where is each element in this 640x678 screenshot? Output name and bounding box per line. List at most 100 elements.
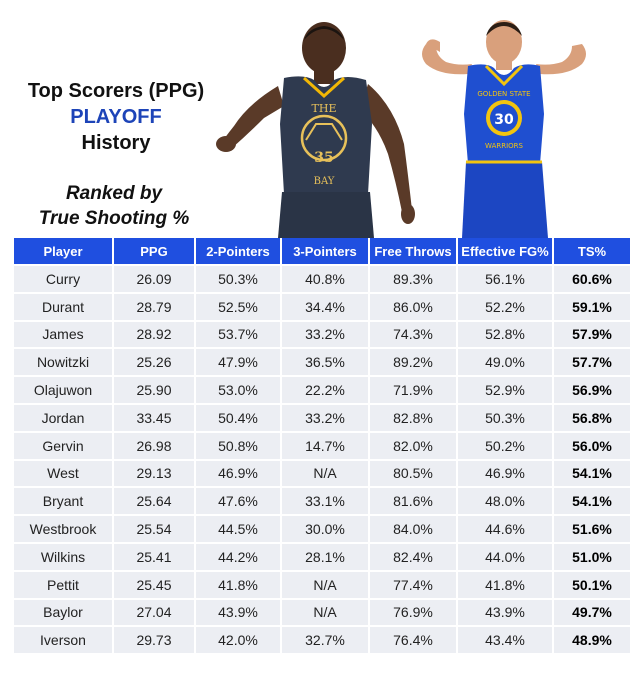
cell-3-pointers: 28.1%	[282, 543, 368, 570]
column-header-free-throws: Free Throws	[370, 238, 456, 264]
cell-ts: 60.6%	[554, 266, 630, 292]
jersey-text-left: THE	[312, 102, 337, 115]
cell-effective-fg: 41.8%	[458, 571, 552, 598]
cell-2-pointers: 44.5%	[196, 516, 280, 542]
cell-ppg: 25.54	[114, 516, 194, 542]
page-subtitle: Ranked by True Shooting %	[26, 181, 202, 231]
cell-3-pointers: 33.1%	[282, 488, 368, 515]
cell-2-pointers: 53.7%	[196, 321, 280, 348]
table-row: Curry 26.09 50.3% 40.8% 89.3% 56.1% 60.6%	[14, 266, 630, 292]
jersey-text-right: GOLDEN STATE	[477, 90, 530, 98]
cell-effective-fg: 43.4%	[458, 627, 552, 654]
cell-ppg: 28.92	[114, 321, 194, 348]
table-row: Westbrook 25.54 44.5% 30.0% 84.0% 44.6% 51.6%	[14, 516, 630, 542]
cell-player: Gervin	[14, 432, 112, 459]
cell-free-throws: 81.6%	[370, 488, 456, 515]
cell-3-pointers: 30.0%	[282, 516, 368, 542]
cell-player: Nowitzki	[14, 349, 112, 376]
stats-table: Player PPG 2-Pointers 3-Pointers Free Throws…	[12, 236, 632, 655]
cell-2-pointers: 43.9%	[196, 599, 280, 626]
cell-effective-fg: 52.9%	[458, 377, 552, 403]
cell-3-pointers: 34.4%	[282, 293, 368, 320]
table-body: Curry 26.09 50.3% 40.8% 89.3% 56.1% 60.6% Duran…	[14, 266, 630, 654]
cell-player: Curry	[14, 266, 112, 292]
cell-2-pointers: 47.9%	[196, 349, 280, 376]
cell-ts: 59.1%	[554, 293, 630, 320]
cell-player: West	[14, 460, 112, 487]
cell-free-throws: 84.0%	[370, 516, 456, 542]
cell-ppg: 25.64	[114, 488, 194, 515]
cell-free-throws: 86.0%	[370, 293, 456, 320]
cell-ppg: 27.04	[114, 599, 194, 626]
cell-3-pointers: N/A	[282, 599, 368, 626]
stats-table-wrapper: Player PPG 2-Pointers 3-Pointers Free Throws…	[12, 236, 630, 655]
column-header-effective-fg: Effective FG%	[458, 238, 552, 264]
page-title: Top Scorers (PPG) PLAYOFF History	[18, 78, 214, 156]
cell-2-pointers: 52.5%	[196, 293, 280, 320]
cell-player: Olajuwon	[14, 377, 112, 403]
cell-3-pointers: N/A	[282, 571, 368, 598]
cell-ts: 56.9%	[554, 377, 630, 403]
player-photo-right: GOLDEN STATE 30 WARRIORS	[422, 20, 586, 238]
table-row: Gervin 26.98 50.8% 14.7% 82.0% 50.2% 56.0%	[14, 432, 630, 459]
cell-player: Durant	[14, 293, 112, 320]
cell-ppg: 25.90	[114, 377, 194, 403]
subtitle-line-1: Ranked by	[65, 183, 163, 204]
cell-effective-fg: 52.8%	[458, 321, 552, 348]
cell-effective-fg: 49.0%	[458, 349, 552, 376]
cell-player: James	[14, 321, 112, 348]
cell-free-throws: 74.3%	[370, 321, 456, 348]
cell-3-pointers: 22.2%	[282, 377, 368, 403]
table-row: James 28.92 53.7% 33.2% 74.3% 52.8% 57.9%	[14, 321, 630, 348]
table-row: Durant 28.79 52.5% 34.4% 86.0% 52.2% 59.1%	[14, 293, 630, 320]
table-header-row: Player PPG 2-Pointers 3-Pointers Free Throws…	[14, 238, 630, 264]
cell-ppg: 25.26	[114, 349, 194, 376]
cell-ts: 57.9%	[554, 321, 630, 348]
cell-ts: 48.9%	[554, 627, 630, 654]
jersey-bottom-left: BAY	[314, 176, 335, 187]
subtitle-line-2: True Shooting %	[38, 208, 190, 229]
cell-effective-fg: 44.0%	[458, 543, 552, 570]
cell-effective-fg: 43.9%	[458, 599, 552, 626]
table-row: Bryant 25.64 47.6% 33.1% 81.6% 48.0% 54.1%	[14, 488, 630, 515]
cell-ts: 51.0%	[554, 543, 630, 570]
table-row: Wilkins 25.41 44.2% 28.1% 82.4% 44.0% 51.0%	[14, 543, 630, 570]
cell-effective-fg: 50.2%	[458, 432, 552, 459]
cell-player: Iverson	[14, 627, 112, 654]
title-line-1: Top Scorers (PPG)	[27, 80, 205, 102]
cell-ppg: 26.09	[114, 266, 194, 292]
cell-2-pointers: 42.0%	[196, 627, 280, 654]
cell-effective-fg: 50.3%	[458, 404, 552, 431]
cell-ppg: 29.13	[114, 460, 194, 487]
cell-effective-fg: 44.6%	[458, 516, 552, 542]
cell-3-pointers: 36.5%	[282, 349, 368, 376]
cell-3-pointers: 40.8%	[282, 266, 368, 292]
cell-free-throws: 71.9%	[370, 377, 456, 403]
table-row: Olajuwon 25.90 53.0% 22.2% 71.9% 52.9% 56.9%	[14, 377, 630, 403]
cell-2-pointers: 50.4%	[196, 404, 280, 431]
cell-2-pointers: 46.9%	[196, 460, 280, 487]
column-header-player: Player	[14, 238, 112, 264]
cell-ts: 56.8%	[554, 404, 630, 431]
cell-2-pointers: 50.3%	[196, 266, 280, 292]
cell-player: Pettit	[14, 571, 112, 598]
cell-ppg: 25.45	[114, 571, 194, 598]
cell-ts: 57.7%	[554, 349, 630, 376]
cell-player: Wilkins	[14, 543, 112, 570]
column-header-ppg: PPG	[114, 238, 194, 264]
cell-ts: 51.6%	[554, 516, 630, 542]
cell-free-throws: 82.4%	[370, 543, 456, 570]
cell-2-pointers: 47.6%	[196, 488, 280, 515]
cell-3-pointers: 32.7%	[282, 627, 368, 654]
table-row: Baylor 27.04 43.9% N/A 76.9% 43.9% 49.7%	[14, 599, 630, 626]
jersey-bottom-right: WARRIORS	[485, 142, 523, 150]
cell-2-pointers: 44.2%	[196, 543, 280, 570]
cell-free-throws: 80.5%	[370, 460, 456, 487]
cell-ts: 54.1%	[554, 460, 630, 487]
cell-ts: 50.1%	[554, 571, 630, 598]
table-row: West 29.13 46.9% N/A 80.5% 46.9% 54.1%	[14, 460, 630, 487]
title-line-2: PLAYOFF	[70, 106, 162, 128]
cell-free-throws: 82.8%	[370, 404, 456, 431]
cell-effective-fg: 52.2%	[458, 293, 552, 320]
player-photo-left: THE 35 BAY	[216, 22, 415, 238]
